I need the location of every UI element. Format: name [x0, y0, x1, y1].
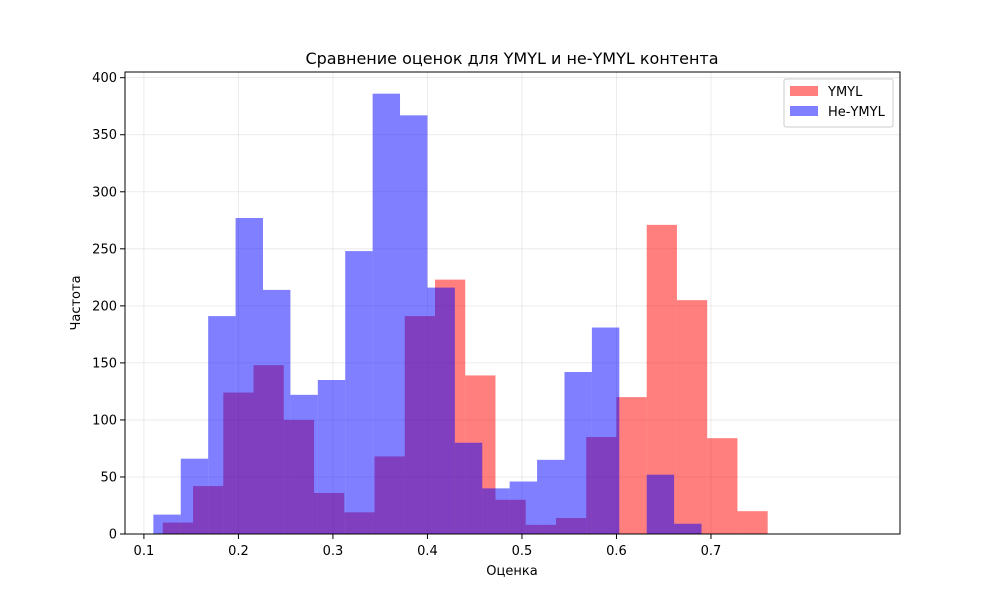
y-tick-label-4: 200	[92, 299, 117, 314]
bar-series-0-bin-18	[707, 438, 738, 534]
bar-series-1-bin-6	[317, 380, 346, 534]
x-axis-ticks: 0.1 0.2 0.3 0.4 0.5 0.6 0.7	[134, 534, 722, 559]
x-tick-label-3: 0.4	[417, 544, 438, 559]
y-tick-label-3: 150	[92, 356, 117, 371]
bar-series-1-bin-4	[262, 289, 291, 534]
bar-series-1-bin-0	[153, 514, 181, 534]
legend: YMYL Не-YMYL	[783, 78, 894, 128]
x-tick-label-5: 0.6	[606, 544, 627, 559]
bar-series-1-bin-1	[180, 458, 209, 534]
y-tick-label-5: 250	[92, 242, 117, 257]
histogram-bars	[153, 93, 768, 534]
legend-label-ymyl: YMYL	[827, 85, 863, 100]
x-tick-label-1: 0.2	[228, 544, 249, 559]
bar-series-1-bin-15	[564, 372, 592, 534]
plot-frame	[124, 71, 901, 535]
bar-series-1-bin-14	[537, 459, 565, 534]
bar-series-1-bin-19	[674, 523, 702, 534]
chart-title: Сравнение оценок для YMYL и не-YMYL конт…	[305, 49, 718, 68]
bar-series-1-bin-5	[290, 394, 318, 534]
bar-series-1-bin-18	[646, 474, 675, 534]
x-axis-label: Оценка	[486, 564, 537, 579]
x-tick-label-6: 0.7	[701, 544, 722, 559]
bar-series-1-bin-10	[427, 287, 455, 534]
bar-series-1-bin-7	[345, 251, 373, 534]
y-axis-ticks: 0 50 100 150 200 250 300 350 400	[92, 71, 125, 543]
bar-series-0-bin-15	[616, 397, 647, 534]
legend-label-non-ymyl: Не-YMYL	[828, 105, 886, 120]
x-tick-label-0: 0.1	[134, 544, 155, 559]
bar-series-0-bin-19	[737, 511, 768, 534]
y-tick-label-6: 300	[92, 185, 117, 200]
bar-series-0-bin-17	[676, 300, 708, 534]
y-axis-label: Частота	[69, 275, 84, 330]
bar-series-1-bin-13	[509, 481, 538, 534]
bar-series-1-bin-9	[400, 115, 428, 534]
legend-swatch-ymyl	[790, 86, 818, 96]
bar-series-1-bin-11	[454, 442, 483, 534]
x-tick-label-2: 0.3	[323, 544, 344, 559]
series-1-bars	[153, 93, 702, 534]
bar-series-1-bin-8	[372, 93, 401, 534]
bar-series-1-bin-3	[235, 218, 263, 534]
y-tick-label-7: 350	[92, 128, 117, 143]
y-tick-label-1: 50	[100, 470, 117, 485]
x-tick-label-4: 0.5	[512, 544, 533, 559]
y-tick-label-0: 0	[109, 528, 117, 543]
bar-series-1-bin-16	[591, 327, 620, 534]
y-tick-label-8: 400	[92, 71, 117, 86]
bar-series-1-bin-2	[208, 316, 236, 534]
legend-swatch-non-ymyl	[790, 106, 818, 116]
bar-series-1-bin-12	[482, 488, 510, 534]
y-tick-label-2: 100	[92, 413, 117, 428]
